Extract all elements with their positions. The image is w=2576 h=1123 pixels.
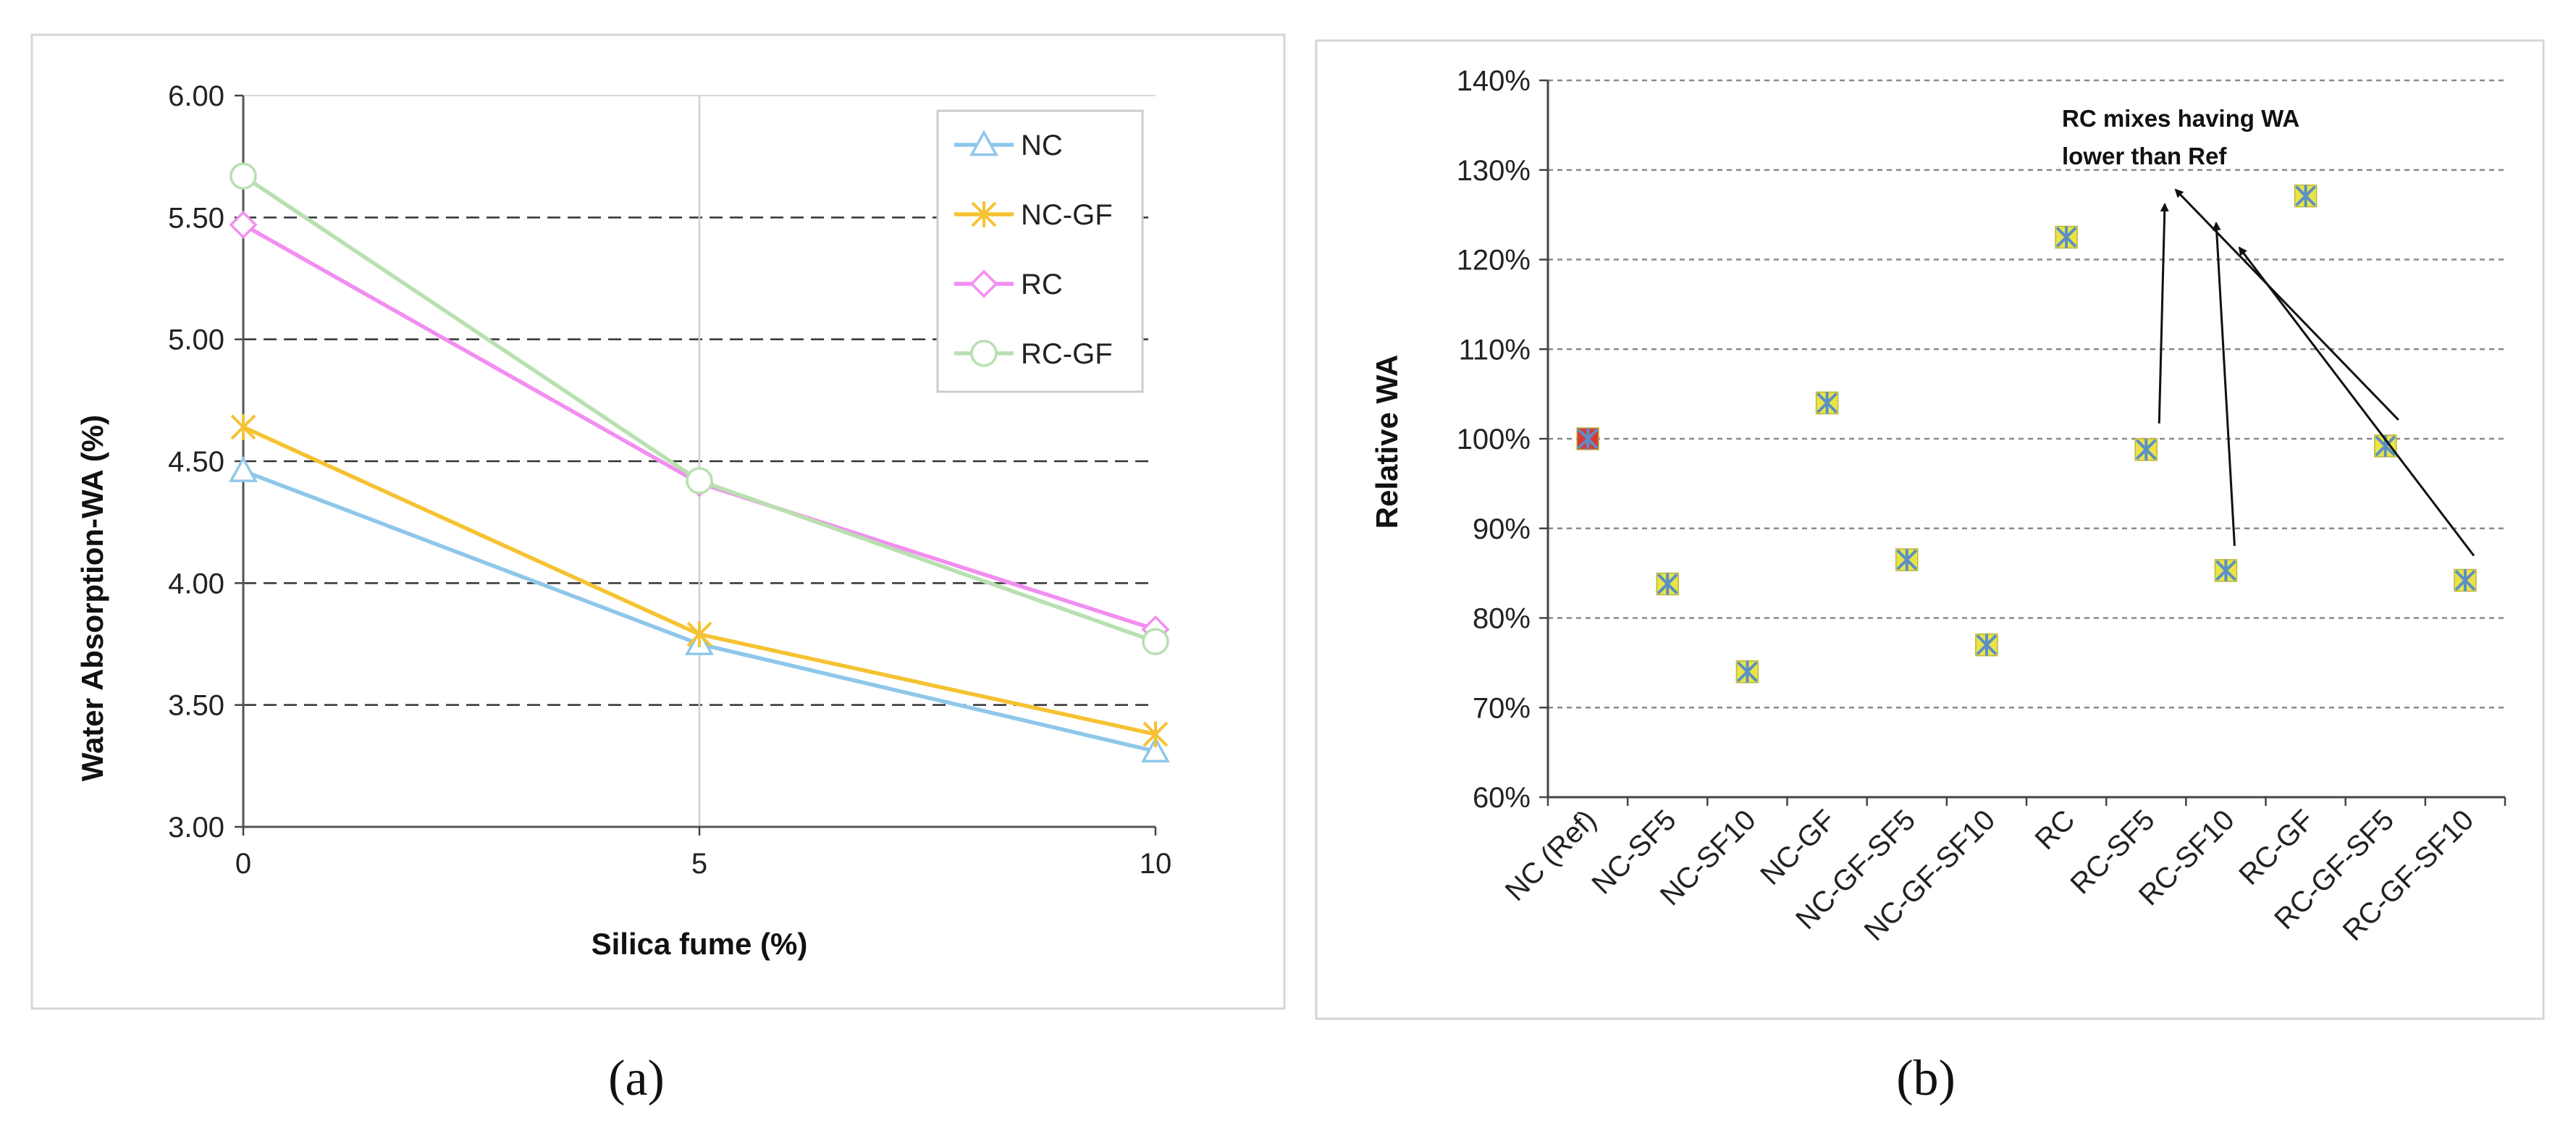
legend-marker-RC-shape <box>969 269 998 298</box>
point-NC-SF5 <box>1656 572 1679 596</box>
legend-marker-RC-GF-shape <box>970 340 998 367</box>
legend-marker-NC <box>969 130 998 156</box>
point-RC-GF-SF10 <box>2454 568 2477 592</box>
series-NC-point-2-shape <box>1141 736 1170 762</box>
series-NC-GF-point-0-shape <box>230 413 256 440</box>
legend-label-NC-GF: NC-GF <box>1021 199 1113 231</box>
point-NC-GF-SF5 <box>1895 548 1919 571</box>
annotation-arrow-RC-GF-SF10 <box>2238 246 2475 557</box>
chart-a-x-axis-title: Silica fume (%) <box>592 927 808 961</box>
chart-b-axes <box>1539 79 2506 806</box>
series-RC-GF-point-0 <box>230 162 257 190</box>
y-tick-label-1: 70% <box>1473 692 1531 724</box>
point-cross-4 <box>1896 549 1918 571</box>
y-tick-label-8: 140% <box>1457 65 1531 97</box>
y-tick-label-4: 100% <box>1457 424 1531 455</box>
point-cross-3 <box>1817 392 1838 414</box>
legend-label-RC-GF: RC-GF <box>1021 338 1113 370</box>
legend-item-NC-GF: NC-GF <box>954 199 1113 231</box>
point-RC-SF5 <box>2134 438 2158 461</box>
legend-item-RC-GF: RC-GF <box>954 338 1113 370</box>
point-cross-11 <box>2454 569 2476 592</box>
y-tick-label-4: 5.00 <box>168 324 224 356</box>
legend-label-RC: RC <box>1021 269 1063 300</box>
series-NC-GF-point-1-shape <box>686 621 712 648</box>
panel-label-a: (a) <box>608 1051 665 1106</box>
chart-a-legend-box <box>936 109 1144 393</box>
series-RC-GF-point-1-shape <box>686 467 713 495</box>
point-cross-1 <box>1657 573 1678 595</box>
series-NC-GF-point-2-shape <box>1142 721 1169 748</box>
point-RC <box>2055 225 2078 249</box>
y-tick-label-3: 90% <box>1473 513 1531 545</box>
y-tick-label-7: 130% <box>1457 155 1531 187</box>
series-NC-point-2 <box>1141 736 1170 762</box>
point-RC-GF <box>2294 184 2318 208</box>
y-tick-label-6: 120% <box>1457 245 1531 277</box>
series-NC-GF-point-0 <box>230 413 256 440</box>
point-NC (Ref) <box>1576 427 1599 450</box>
series-RC-point-0-shape <box>229 210 258 239</box>
point-NC-SF10 <box>1735 660 1759 684</box>
series-RC-GF-point-1 <box>686 467 713 495</box>
legend-marker-NC-shape <box>969 130 998 156</box>
y-tick-label-6: 6.00 <box>168 80 224 112</box>
chart-a-legend: NC NC-GF RC RC-GF <box>936 109 1144 393</box>
chart-a: 3.00 3.50 4.00 4.50 5.00 5.50 6.00 0 5 10 NC NC-GF… <box>30 33 1286 1010</box>
chart-a-series <box>229 162 1170 762</box>
point-cross-9 <box>2295 185 2316 207</box>
legend-item-RC: RC <box>954 269 1063 300</box>
series-RC-GF-point-2 <box>1142 628 1169 655</box>
chart-b-annotation: RC mixes having WA lower than Ref <box>2062 105 2475 557</box>
chart-b-y-axis-title: Relative WA <box>1370 355 1404 529</box>
x-tick-label-0: 0 <box>235 848 251 880</box>
chart-b: 60%70%80%90%100%110%120%130%140%NC (Ref)… <box>1315 39 2545 1020</box>
point-cross-2 <box>1737 660 1758 683</box>
x-tick-label-2: 10 <box>1140 848 1172 880</box>
series-NC-GF-point-2 <box>1142 721 1169 748</box>
legend-marker-RC-GF <box>970 340 998 367</box>
y-tick-label-0: 3.00 <box>168 812 224 844</box>
legend-marker-NC-GF-shape <box>971 201 997 227</box>
series-RC-GF-point-0-shape <box>230 162 257 190</box>
point-cross-8 <box>2215 559 2236 581</box>
annotation-arrow-RC-SF10 <box>2212 222 2236 546</box>
point-RC-SF10 <box>2214 559 2238 582</box>
series-NC-point-0-shape <box>229 455 258 482</box>
y-tick-label-1: 3.50 <box>168 690 224 722</box>
legend-marker-NC-GF <box>971 201 997 227</box>
series-NC-GF-point-1 <box>686 621 712 648</box>
point-NC-GF <box>1815 391 1839 415</box>
annotation-line-1: RC mixes having WA <box>2062 105 2299 132</box>
y-tick-label-5: 5.50 <box>168 202 224 234</box>
chart-b-points <box>1576 184 2477 684</box>
x-tick-label-1: 5 <box>691 848 707 880</box>
chart-a-y-axis-title: Water Absorption-WA (%) <box>75 415 109 781</box>
annotation-arrow-RC-GF-SF5 <box>2174 188 2399 421</box>
legend-marker-RC <box>969 269 998 298</box>
panel-label-b: (b) <box>1896 1051 1956 1106</box>
point-cross-6 <box>2055 226 2077 248</box>
y-tick-label-2: 4.00 <box>168 568 224 600</box>
series-NC-point-0 <box>229 455 258 482</box>
chart-a-gridlines <box>243 95 1156 827</box>
point-cross-5 <box>1976 634 1998 656</box>
y-tick-label-3: 4.50 <box>168 446 224 478</box>
annotation-line-2: lower than Ref <box>2062 143 2227 169</box>
y-tick-label-0: 60% <box>1473 782 1531 814</box>
y-tick-label-2: 80% <box>1473 603 1531 635</box>
annotation-arrow-RC-SF5 <box>2158 203 2169 424</box>
point-cross-7 <box>2135 438 2157 460</box>
legend-item-NC: NC <box>954 130 1063 161</box>
chart-a-tick-labels: 3.00 3.50 4.00 4.50 5.00 5.50 6.00 0 5 10 <box>168 80 1171 880</box>
point-cross-0 <box>1577 428 1599 450</box>
point-NC-GF-SF10 <box>1975 633 1998 657</box>
series-RC-point-0 <box>229 210 258 239</box>
y-tick-label-5: 110% <box>1459 334 1531 366</box>
chart-b-frame <box>1315 39 2545 1020</box>
legend-label-NC: NC <box>1021 130 1063 161</box>
series-RC-GF-point-2-shape <box>1142 628 1169 655</box>
